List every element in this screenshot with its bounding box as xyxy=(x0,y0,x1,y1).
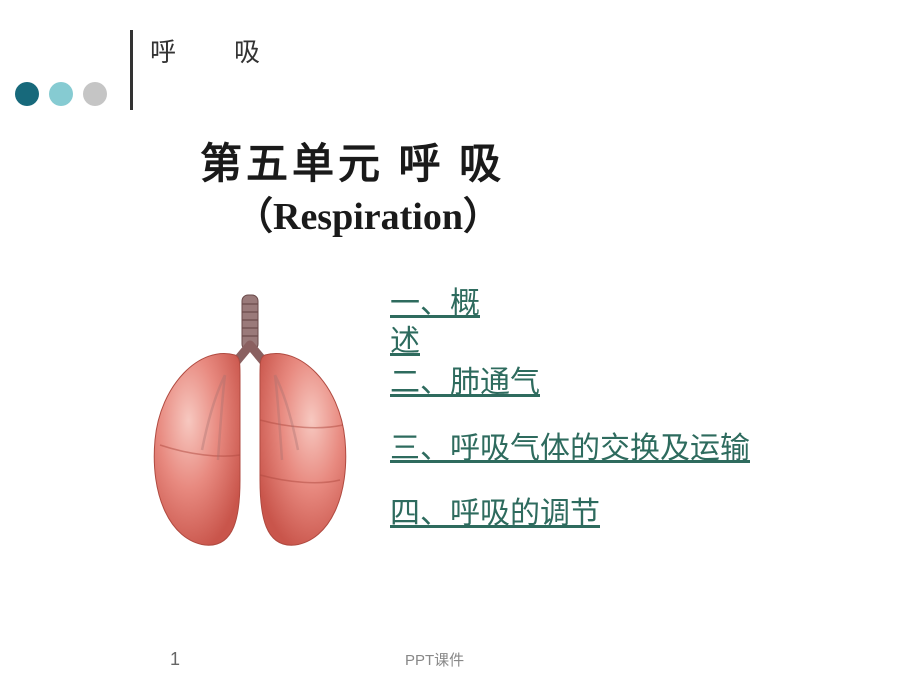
header-label: 呼 吸 xyxy=(150,32,276,69)
header-divider xyxy=(130,30,133,110)
toc-link-overview-part2[interactable]: 述 xyxy=(390,323,750,361)
toc-link-gas-exchange[interactable]: 三、呼吸气体的交换及运输 xyxy=(390,430,750,468)
toc-link-regulation[interactable]: 四、呼吸的调节 xyxy=(390,495,750,533)
decorative-dots xyxy=(15,82,107,106)
page-number: 1 xyxy=(170,649,180,670)
dot-1 xyxy=(15,82,39,106)
toc-link-overview-part1[interactable]: 一、概 xyxy=(390,285,750,323)
footer-label: PPT课件 xyxy=(405,649,464,670)
page-subtitle: （Respiration） xyxy=(235,185,501,240)
toc-list: 一、概 述 二、肺通气 三、呼吸气体的交换及运输 四、呼吸的调节 xyxy=(390,285,750,561)
toc-link-ventilation[interactable]: 二、肺通气 xyxy=(390,364,750,402)
dot-3 xyxy=(83,82,107,106)
lungs-illustration xyxy=(140,290,360,555)
dot-2 xyxy=(49,82,73,106)
page-title: 第五单元 呼 吸 xyxy=(200,130,505,191)
